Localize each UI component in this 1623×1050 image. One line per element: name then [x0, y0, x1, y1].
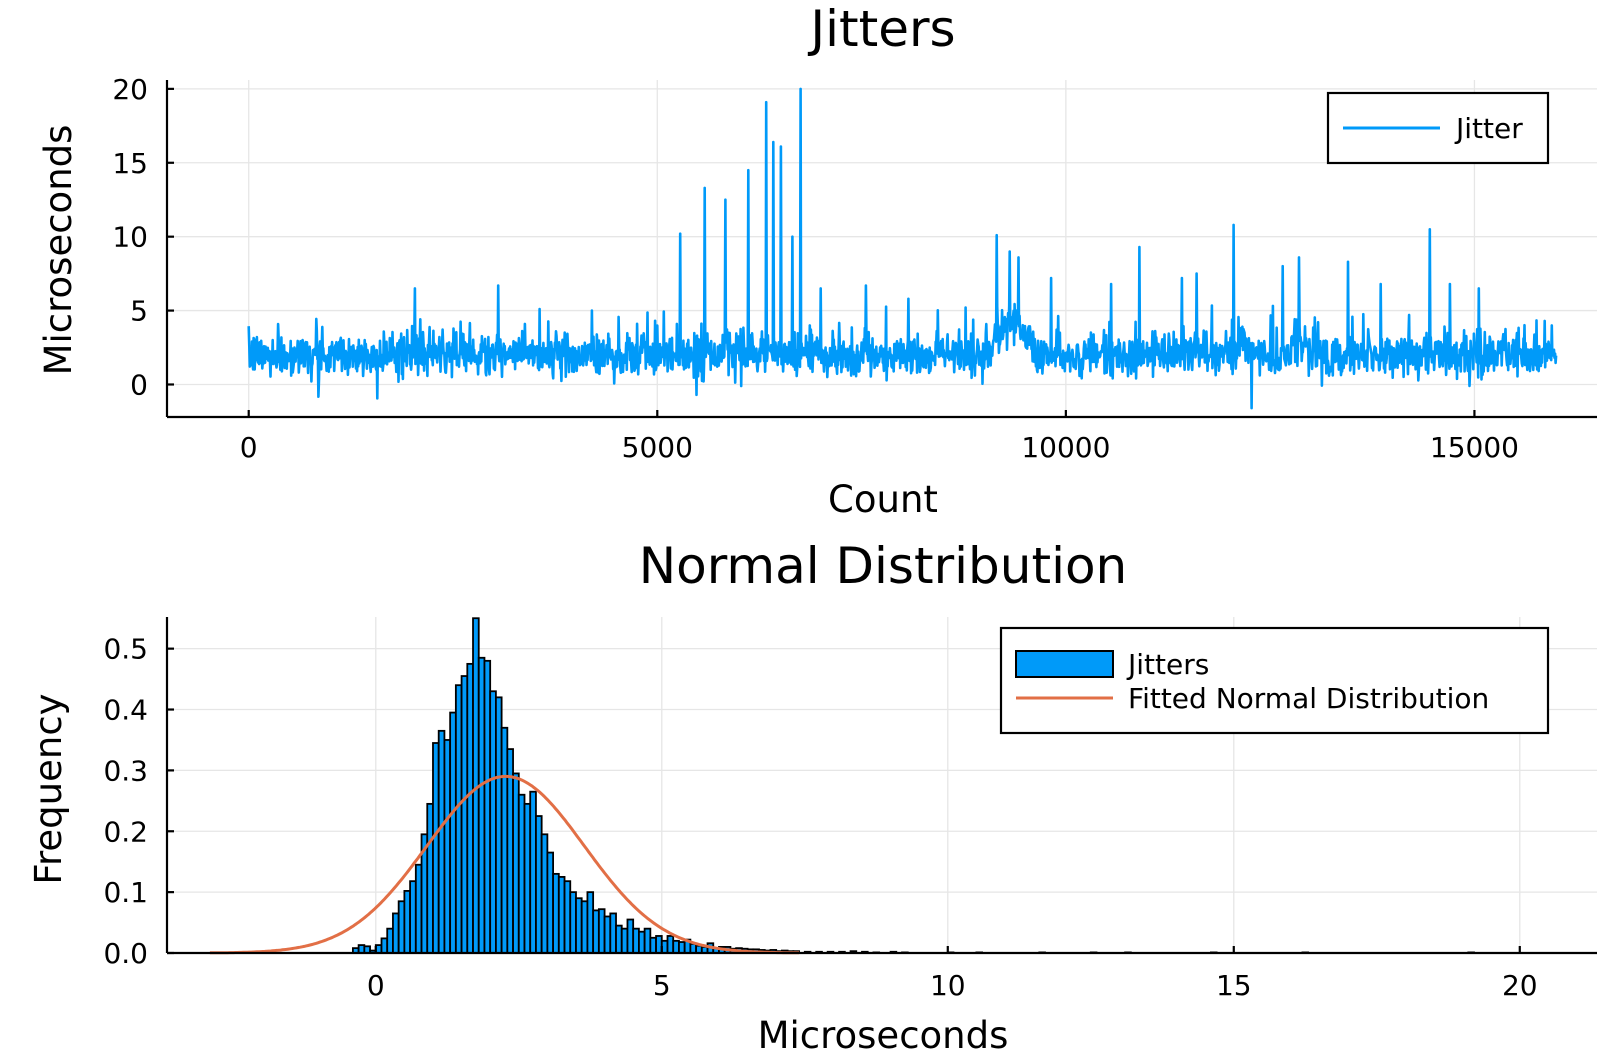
distribution-legend-swatch-bars [1015, 650, 1114, 678]
jitters-x-axis-label: Count [828, 478, 938, 521]
distribution-tick-labels: 0 5 10 15 20 0.0 0.1 0.2 0.3 0.4 0.5 [103, 633, 1537, 1002]
distribution-y-tick-label: 0.2 [103, 815, 148, 848]
jitters-series [247, 87, 1558, 410]
distribution-y-tick-label: 0.4 [103, 694, 148, 727]
jitters-y-tick-label: 5 [130, 295, 148, 328]
distribution-title: Normal Distribution [639, 537, 1128, 595]
jitters-legend-label: Jitter [1454, 112, 1523, 145]
jitters-x-tick-label: 5000 [622, 431, 693, 464]
distribution-x-tick-label: 5 [653, 969, 671, 1002]
distribution-x-tick-label: 10 [930, 969, 966, 1002]
jitters-panel: 0 5000 10000 15000 0 5 10 15 20 Jitters Count Mi… [37, 0, 1597, 521]
distribution-legend: Jitters Fitted Normal Distribution [999, 626, 1550, 735]
jitters-legend: Jitter [1326, 91, 1550, 165]
distribution-axes [165, 617, 1597, 955]
distribution-x-tick-label: 20 [1502, 969, 1538, 1002]
distribution-y-axis-label: Frequency [27, 693, 70, 884]
distribution-y-tick-label: 0.3 [103, 754, 148, 787]
distribution-y-tick-label: 0.0 [103, 937, 148, 970]
distribution-y-tick-label: 0.1 [103, 876, 148, 909]
jitter-line [247, 87, 1558, 410]
distribution-legend-label-bars: Jitters [1126, 648, 1209, 681]
distribution-y-tick-label: 0.5 [103, 633, 148, 666]
jitters-x-tick-label: 10000 [1021, 431, 1110, 464]
jitters-tick-labels: 0 5000 10000 15000 0 5 10 15 20 [112, 73, 1519, 464]
jitters-y-tick-label: 10 [112, 221, 148, 254]
jitters-x-tick-label: 0 [240, 431, 258, 464]
jitters-axes [165, 80, 1597, 419]
jitters-y-axis-label: Microseconds [37, 125, 80, 376]
distribution-legend-label-curve: Fitted Normal Distribution [1128, 682, 1489, 715]
jitters-y-tick-label: 20 [112, 73, 148, 106]
fitted-normal-curve [209, 774, 800, 955]
distribution-panel: 0 5 10 15 20 0.0 0.1 0.2 0.3 0.4 0.5 Normal Distri… [27, 537, 1597, 1050]
distribution-x-axis-label: Microseconds [758, 1014, 1009, 1050]
jitters-grid [167, 80, 1597, 417]
jitters-y-tick-label: 15 [112, 147, 148, 180]
distribution-fit-curve [209, 774, 800, 955]
jitters-y-tick-label: 0 [130, 368, 148, 401]
distribution-x-tick-label: 0 [367, 969, 385, 1002]
jitters-x-tick-label: 15000 [1430, 431, 1519, 464]
distribution-x-tick-label: 15 [1216, 969, 1252, 1002]
distribution-legend-box [999, 626, 1550, 735]
jitters-title: Jitters [807, 0, 955, 58]
